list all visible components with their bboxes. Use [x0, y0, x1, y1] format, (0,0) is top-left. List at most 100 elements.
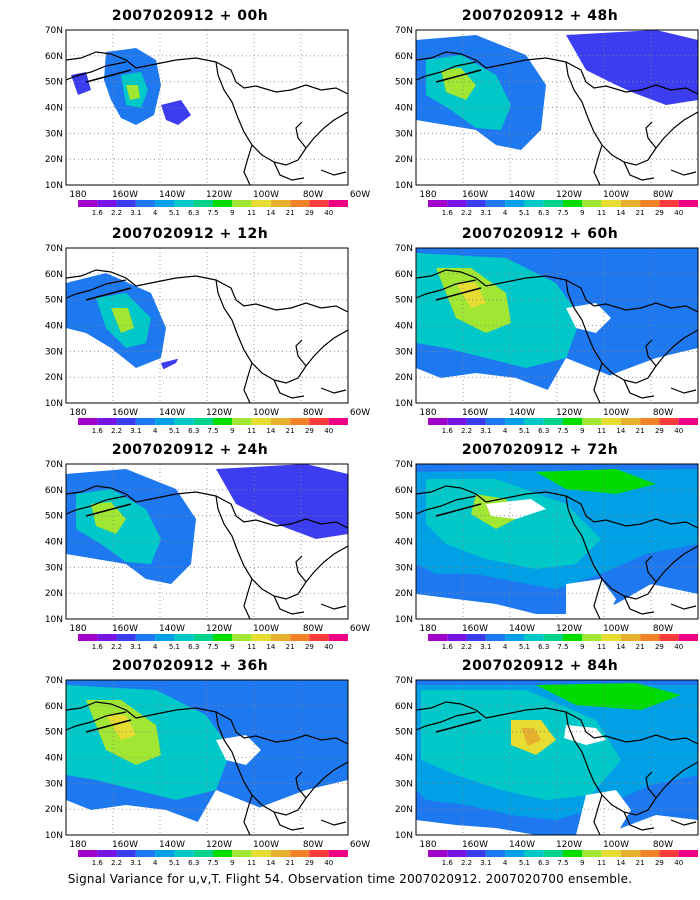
colorbar-label: 40 — [324, 427, 333, 435]
colorbar-segment — [251, 418, 271, 425]
colorbar-label: 4 — [503, 859, 508, 867]
colorbar-label: 29 — [655, 859, 664, 867]
colorbar-label: 9 — [580, 859, 584, 867]
longitude-label: 80W — [653, 840, 673, 850]
colorbar-label: 9 — [580, 209, 584, 217]
colorbar-segment — [135, 200, 156, 207]
aleutian-islands — [435, 69, 482, 83]
latitude-label: 70N — [45, 460, 63, 470]
colorbar-label: 14 — [616, 427, 625, 435]
colorbar-segment — [505, 850, 525, 857]
latitude-label: 50N — [395, 728, 413, 738]
map-panel-60h: 2007020912 + 60h 70N 60N 50N 40N 30N 20N 10N 18… — [380, 226, 700, 444]
longitude-label: 60W — [350, 840, 370, 850]
latitude-label: 10N — [45, 615, 63, 625]
colorbar-segment — [270, 634, 291, 641]
longitude-label: 120W — [556, 624, 582, 634]
aleutian-islands — [435, 503, 482, 517]
colorbar-label: 4 — [153, 427, 158, 435]
colorbar-segment — [116, 418, 136, 425]
colorbar-segment — [640, 634, 660, 641]
latitude-label: 30N — [45, 779, 63, 789]
colorbar-label: 7.5 — [207, 427, 218, 435]
map-plot-area: 70N 60N 50N 40N 30N 20N 10N 180 160W 140W 120W 100W… — [395, 26, 700, 217]
coastline — [415, 275, 699, 404]
colorbar-segment — [309, 418, 329, 425]
colorbar-label: 40 — [674, 427, 683, 435]
latitude-label: 20N — [45, 805, 63, 815]
longitude-label: 140W — [159, 190, 185, 200]
colorbar-segment — [428, 634, 448, 641]
colorbar-segment — [640, 418, 660, 425]
colorbar-label: 14 — [616, 859, 625, 867]
panel-title: 2007020912 + 24h — [111, 442, 269, 458]
latitude-label: 50N — [45, 728, 63, 738]
latitude-label: 10N — [45, 181, 63, 191]
longitude-label: 100W — [253, 190, 279, 200]
colorbar-segment — [135, 850, 156, 857]
colorbar-segment — [620, 418, 641, 425]
colorbar-label: 9 — [230, 643, 234, 651]
latitude-label: 70N — [45, 26, 63, 36]
colorbar-label: 14 — [266, 209, 275, 217]
colorbar-label: 11 — [597, 643, 606, 651]
colorbar-segment — [309, 200, 329, 207]
latitude-label: 30N — [395, 347, 413, 357]
colorbar-label: 40 — [324, 859, 333, 867]
colorbar-segment — [428, 850, 448, 857]
latitude-label: 50N — [395, 78, 413, 88]
variance-map: 70N 60N 50N 40N 30N 20N 10N 180 160W 140W 120W 100W… — [395, 244, 700, 435]
colorbar-label: 6.3 — [188, 643, 199, 651]
colorbar-label: 1.6 — [442, 859, 454, 867]
colorbar-label: 3.1 — [130, 209, 141, 217]
latitude-label: 20N — [395, 805, 413, 815]
colorbar-segment — [582, 850, 602, 857]
latitude-label: 50N — [45, 512, 63, 522]
colorbar-segment — [232, 418, 252, 425]
colorbar-segment — [232, 850, 252, 857]
map-panel-24h: 2007020912 + 24h 70N 60N 50N 40N 30N 20N 10N 18… — [30, 442, 370, 660]
longitude-label: 100W — [253, 624, 279, 634]
coastline — [415, 707, 699, 836]
colorbar-segment — [563, 634, 583, 641]
colorbar-segment — [601, 418, 621, 425]
colorbar-label: 7.5 — [557, 209, 568, 217]
colorbar-segment — [543, 850, 563, 857]
colorbar-segment — [328, 200, 348, 207]
colorbar-label: 14 — [616, 209, 625, 217]
colorbar-segment — [213, 200, 233, 207]
colorbar-segment — [466, 634, 486, 641]
longitude-label: 140W — [159, 408, 185, 418]
colorbar-label: 21 — [636, 859, 645, 867]
colorbar-segment — [601, 850, 621, 857]
longitude-label: 60W — [350, 624, 370, 634]
colorbar-segment — [309, 850, 329, 857]
colorbar-segment — [466, 418, 486, 425]
colorbar-segment — [620, 634, 641, 641]
latitude-label: 10N — [395, 399, 413, 409]
colorbar-label: 2.2 — [461, 209, 472, 217]
colorbar-segment — [563, 850, 583, 857]
longitude-label: 140W — [509, 190, 535, 200]
aleutian-islands — [435, 719, 482, 733]
coastline — [65, 491, 349, 620]
colorbar-segment — [543, 418, 563, 425]
colorbar-label: 4 — [153, 643, 158, 651]
colorbar-label: 21 — [286, 427, 295, 435]
colorbar-label: 5.1 — [519, 859, 530, 867]
colorbar-segment — [678, 850, 698, 857]
colorbar-segment — [543, 634, 563, 641]
aleutian-islands — [85, 503, 132, 517]
colorbar-label: 11 — [247, 209, 256, 217]
aleutian-islands — [435, 287, 482, 301]
colorbar-label: 40 — [674, 859, 683, 867]
colorbar-label: 5.1 — [169, 859, 180, 867]
latitude-label: 10N — [45, 831, 63, 841]
longitude-label: 160W — [112, 190, 138, 200]
colorbar-label: 1.6 — [92, 427, 104, 435]
panel-title: 2007020912 + 48h — [461, 8, 619, 24]
colorbar-segment — [155, 418, 175, 425]
colorbar-segment — [505, 200, 525, 207]
map-frame — [415, 463, 699, 620]
colorbar-label: 3.1 — [480, 209, 491, 217]
